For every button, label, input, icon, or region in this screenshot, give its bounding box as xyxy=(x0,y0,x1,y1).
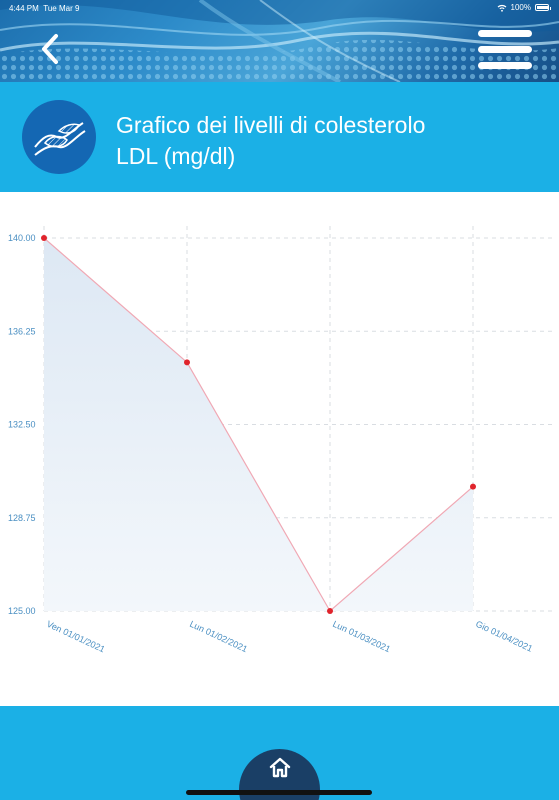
x-tick-label: Lun 01/02/2021 xyxy=(188,619,249,655)
chart-series-line xyxy=(43,237,474,612)
chart-data-point[interactable] xyxy=(41,235,47,241)
hero-background-artwork xyxy=(0,0,559,82)
status-bar: 4:44 PM Tue Mar 9 100% xyxy=(0,0,559,16)
page-title-line1: Grafico dei livelli di colesterolo xyxy=(116,112,426,138)
battery-icon xyxy=(535,4,551,11)
y-tick-label: 140.00 xyxy=(8,233,36,243)
hamburger-menu-icon xyxy=(478,30,532,69)
page-title-line2: LDL (mg/dl) xyxy=(116,143,236,169)
wifi-icon xyxy=(497,4,506,12)
battery-percent: 100% xyxy=(510,3,531,12)
y-tick-label: 128.75 xyxy=(8,513,36,523)
x-tick-label: Lun 01/03/2021 xyxy=(331,619,392,655)
ldl-chart-svg: 140.00 136.25 132.50 128.75 125.00 Ven 01/01… xyxy=(8,226,553,655)
x-tick-label: Gio 01/04/2021 xyxy=(474,619,534,654)
chevron-left-icon xyxy=(42,34,58,64)
battery-fill xyxy=(537,6,549,9)
chart-data-point[interactable] xyxy=(470,483,476,490)
y-tick-label: 136.25 xyxy=(8,326,36,336)
home-icon xyxy=(269,757,290,778)
home-indicator xyxy=(186,790,372,795)
blood-vessel-icon xyxy=(34,122,86,156)
y-axis-ticks: 140.00 136.25 132.50 128.75 125.00 xyxy=(8,233,36,616)
x-tick-label: Ven 01/01/2021 xyxy=(45,619,106,655)
chart-data-point[interactable] xyxy=(327,608,333,614)
menu-button[interactable] xyxy=(476,28,534,72)
y-tick-label: 125.00 xyxy=(8,606,36,616)
back-button[interactable] xyxy=(34,30,66,70)
y-tick-label: 132.50 xyxy=(8,420,36,430)
chart-points xyxy=(41,235,476,614)
chart-data-point[interactable] xyxy=(184,359,190,366)
x-axis-ticks: Ven 01/01/2021 Lun 01/02/2021 Lun 01/03/20… xyxy=(45,619,534,655)
chart-line-group xyxy=(43,237,474,612)
title-band: Grafico dei livelli di colesterolo LDL (… xyxy=(0,82,559,192)
status-time: 4:44 PM Tue Mar 9 xyxy=(9,4,80,13)
section-icon xyxy=(22,100,96,174)
status-right: 100% xyxy=(497,3,551,12)
header-hero-image: 4:44 PM Tue Mar 9 100% xyxy=(0,0,559,82)
ldl-chart: 140.00 136.25 132.50 128.75 125.00 Ven 01/01… xyxy=(0,192,559,706)
page-title: Grafico dei livelli di colesterolo LDL (… xyxy=(116,110,536,172)
